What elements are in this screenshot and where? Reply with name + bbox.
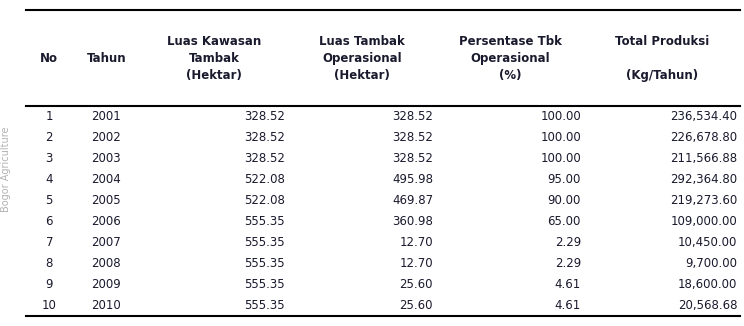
Text: 2008: 2008 [92, 257, 121, 270]
Text: 292,364.80: 292,364.80 [670, 173, 737, 186]
Text: 8: 8 [45, 257, 53, 270]
Text: 3: 3 [45, 152, 53, 165]
Text: 555.35: 555.35 [245, 215, 285, 228]
Text: Tahun: Tahun [86, 52, 126, 65]
Text: 328.52: 328.52 [244, 131, 285, 144]
Text: 2003: 2003 [92, 152, 121, 165]
Text: 4.61: 4.61 [555, 299, 581, 312]
Text: Persentase Tbk
Operasional
(%): Persentase Tbk Operasional (%) [458, 35, 562, 82]
Text: 328.52: 328.52 [392, 152, 433, 165]
Text: 555.35: 555.35 [245, 278, 285, 291]
Text: 2010: 2010 [92, 299, 121, 312]
Text: 211,566.88: 211,566.88 [670, 152, 737, 165]
Text: 2: 2 [45, 131, 53, 144]
Text: No: No [40, 52, 58, 65]
Text: 328.52: 328.52 [244, 152, 285, 165]
Text: 109,000.00: 109,000.00 [670, 215, 737, 228]
Text: 2002: 2002 [92, 131, 121, 144]
Text: 219,273.60: 219,273.60 [670, 194, 737, 207]
Text: 2005: 2005 [92, 194, 121, 207]
Text: 90.00: 90.00 [548, 194, 581, 207]
Text: 495.98: 495.98 [392, 173, 433, 186]
Text: 4.61: 4.61 [555, 278, 581, 291]
Text: 10,450.00: 10,450.00 [678, 236, 737, 249]
Text: 65.00: 65.00 [548, 215, 581, 228]
Text: 6: 6 [45, 215, 53, 228]
Text: 555.35: 555.35 [245, 236, 285, 249]
Text: 522.08: 522.08 [244, 173, 285, 186]
Text: 2009: 2009 [92, 278, 121, 291]
Text: 469.87: 469.87 [392, 194, 433, 207]
Text: 2.29: 2.29 [555, 236, 581, 249]
Text: 12.70: 12.70 [400, 236, 433, 249]
Text: Luas Tambak
Operasional
(Hektar): Luas Tambak Operasional (Hektar) [319, 35, 405, 82]
Text: 2001: 2001 [92, 110, 121, 123]
Text: 12.70: 12.70 [400, 257, 433, 270]
Text: 522.08: 522.08 [244, 194, 285, 207]
Text: 10: 10 [42, 299, 57, 312]
Text: 2007: 2007 [92, 236, 121, 249]
Text: 7: 7 [45, 236, 53, 249]
Text: 9: 9 [45, 278, 53, 291]
Text: 25.60: 25.60 [400, 278, 433, 291]
Text: 100.00: 100.00 [540, 131, 581, 144]
Text: 328.52: 328.52 [244, 110, 285, 123]
Text: 100.00: 100.00 [540, 152, 581, 165]
Text: 328.52: 328.52 [392, 131, 433, 144]
Text: 95.00: 95.00 [548, 173, 581, 186]
Text: 9,700.00: 9,700.00 [685, 257, 737, 270]
Text: 2.29: 2.29 [555, 257, 581, 270]
Text: 1: 1 [45, 110, 53, 123]
Text: 555.35: 555.35 [245, 257, 285, 270]
Text: 5: 5 [45, 194, 53, 207]
Text: Bogor Agriculture: Bogor Agriculture [1, 127, 11, 212]
Text: Luas Kawasan
Tambak
(Hektar): Luas Kawasan Tambak (Hektar) [167, 35, 261, 82]
Text: 4: 4 [45, 173, 53, 186]
Text: 555.35: 555.35 [245, 299, 285, 312]
Text: 2004: 2004 [92, 173, 121, 186]
Text: 100.00: 100.00 [540, 110, 581, 123]
Text: 236,534.40: 236,534.40 [670, 110, 737, 123]
Text: 18,600.00: 18,600.00 [678, 278, 737, 291]
Text: 25.60: 25.60 [400, 299, 433, 312]
Text: 360.98: 360.98 [392, 215, 433, 228]
Text: Total Produksi

(Kg/Tahun): Total Produksi (Kg/Tahun) [615, 35, 709, 82]
Text: 328.52: 328.52 [392, 110, 433, 123]
Text: 2006: 2006 [92, 215, 121, 228]
Text: 226,678.80: 226,678.80 [670, 131, 737, 144]
Text: 20,568.68: 20,568.68 [678, 299, 737, 312]
